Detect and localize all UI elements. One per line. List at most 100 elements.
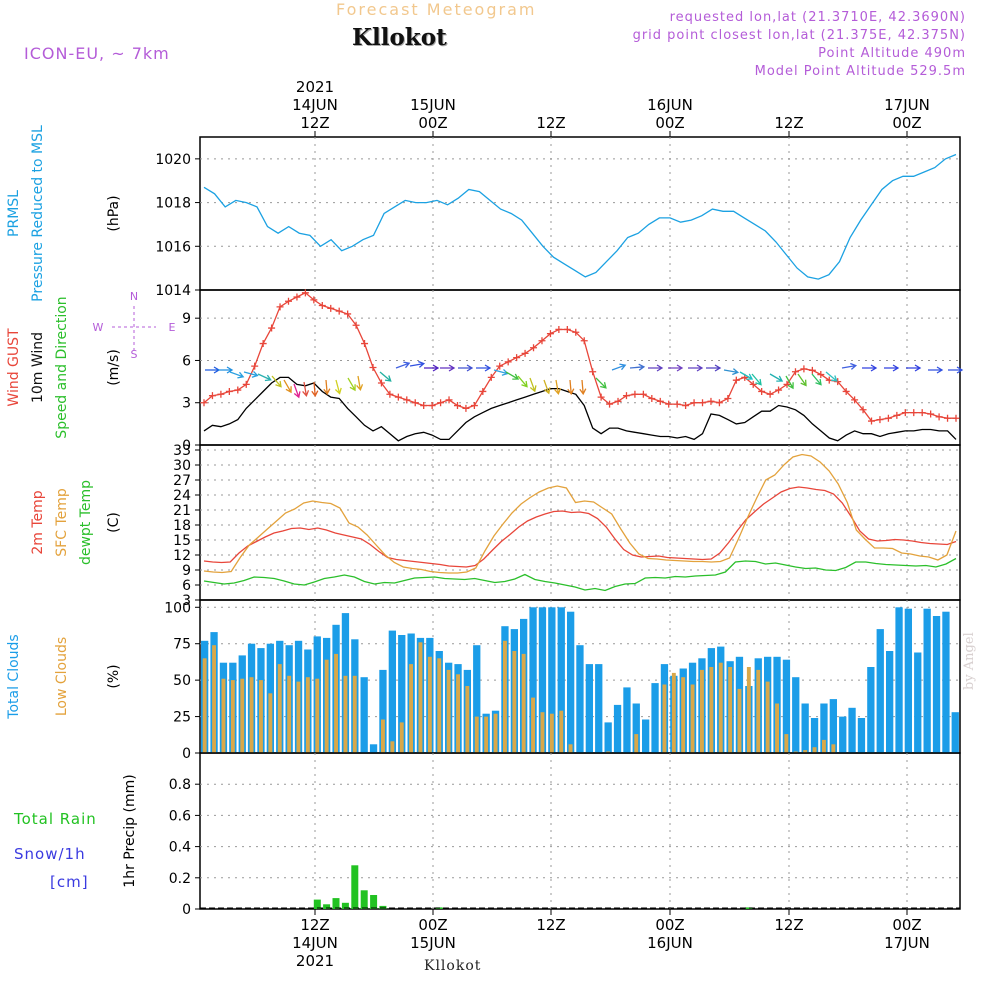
gust-marker — [699, 399, 707, 407]
cloud-bar — [942, 611, 950, 753]
wind-arrow — [257, 373, 272, 382]
cloud-bar — [221, 678, 226, 753]
y-tick-label: 1014 — [155, 283, 191, 299]
wind-arrow — [529, 377, 537, 393]
gust-marker — [631, 390, 639, 398]
cloud-bar — [418, 642, 423, 753]
gust-marker — [377, 379, 385, 387]
y-tick-label: 33 — [173, 443, 191, 459]
panel-frame — [199, 444, 961, 601]
gust-marker — [944, 414, 952, 422]
gust-marker — [335, 307, 343, 315]
side-label: Wind GUST — [6, 328, 22, 407]
gust-marker — [606, 400, 614, 408]
wind-arrow — [424, 364, 440, 372]
y-tick-label: 1020 — [155, 152, 191, 168]
side-label: SFC Temp — [54, 488, 70, 557]
y-tick-label: 0 — [182, 902, 191, 918]
gust-marker — [445, 396, 453, 404]
gust-marker — [487, 373, 495, 381]
gust-marker — [453, 402, 461, 410]
wind-arrow — [243, 370, 259, 378]
wind-arrow — [505, 371, 520, 380]
wind-arrow — [595, 377, 607, 389]
cloud-bar — [249, 677, 254, 753]
cloud-bar — [662, 684, 667, 753]
time-label-top: 16JUN — [647, 96, 693, 114]
cloud-bar — [801, 703, 809, 753]
cloud-bar — [388, 630, 396, 753]
gust-marker — [918, 409, 926, 417]
gust-marker — [470, 402, 478, 410]
cloud-bar — [810, 718, 819, 753]
gust-marker — [521, 349, 529, 357]
rain-bar — [323, 904, 331, 909]
gust-marker — [597, 393, 605, 401]
cloud-bar — [634, 734, 639, 753]
y-tick-label: 1018 — [155, 196, 191, 212]
gust-marker — [496, 362, 504, 370]
gust-marker — [859, 406, 867, 414]
cloud-bar — [473, 645, 481, 753]
time-label-top: 00Z — [892, 114, 921, 132]
cloud-bar — [381, 719, 385, 753]
panel-wind: 0 3 6 9 (m/s) Wind GUST 10m Wind Speed and Dire… — [6, 289, 964, 454]
cloud-bar — [521, 653, 526, 753]
gust-marker — [394, 393, 402, 401]
wind-arrow — [811, 373, 822, 386]
cloud-bar — [775, 703, 779, 753]
gust-marker — [732, 376, 740, 384]
gust-marker — [665, 400, 673, 408]
gust-marker — [935, 413, 943, 421]
side-label: Total Rain — [13, 810, 97, 828]
time-label-top: 00Z — [418, 114, 447, 132]
wind-arrow — [476, 364, 492, 372]
panel-frame — [199, 136, 961, 291]
rain-bar — [341, 902, 349, 909]
y-tick-label: 75 — [173, 637, 191, 653]
wind-arrow — [739, 371, 754, 380]
gust-marker — [352, 321, 360, 329]
cloud-bar — [529, 607, 537, 753]
gust-marker — [555, 325, 563, 333]
wind-arrow — [567, 379, 575, 396]
rain-bar — [332, 898, 340, 909]
y-tick-label: 12 — [173, 548, 191, 564]
y-tick-label: 9 — [182, 563, 191, 579]
cloud-bar — [951, 712, 959, 753]
cloud-bar — [305, 677, 310, 753]
time-label-bottom: 12Z — [774, 916, 803, 934]
gust-marker — [842, 387, 850, 395]
y-tick-label: 24 — [173, 488, 191, 504]
wind-arrow — [862, 364, 878, 372]
gust-marker — [851, 396, 859, 404]
cloud-bar — [474, 716, 479, 753]
gust-marker — [310, 296, 318, 304]
wind-arrow — [825, 371, 838, 382]
cloud-bar — [709, 667, 714, 753]
cloud-bar — [484, 716, 489, 753]
wind-arrow — [379, 371, 392, 382]
wind-arrow — [723, 368, 740, 376]
cloud-bar — [548, 607, 556, 753]
time-label-bottom: 00Z — [418, 916, 447, 934]
gust-marker — [563, 325, 571, 333]
gust-marker — [437, 399, 445, 407]
side-label: 2m Temp — [30, 490, 46, 554]
wind-arrow — [906, 364, 922, 372]
gust-marker — [715, 399, 723, 407]
cloud-bar — [456, 674, 460, 753]
time-label-bottom: 2021 — [296, 952, 334, 970]
series-line-wind-gust — [203, 292, 956, 422]
cloud-bar — [334, 653, 338, 753]
cloud-bar — [784, 734, 789, 753]
model-point-altitude: Model Point Altitude 529.5m — [754, 64, 966, 79]
y-tick-label: 6 — [182, 353, 191, 369]
gust-marker — [293, 293, 301, 301]
cloud-bar — [531, 697, 535, 753]
cloud-bar — [700, 669, 704, 753]
cloud-bar — [756, 669, 761, 753]
wind-arrow — [841, 362, 858, 370]
side-label: Pressure Reduced to MSL — [30, 125, 46, 302]
